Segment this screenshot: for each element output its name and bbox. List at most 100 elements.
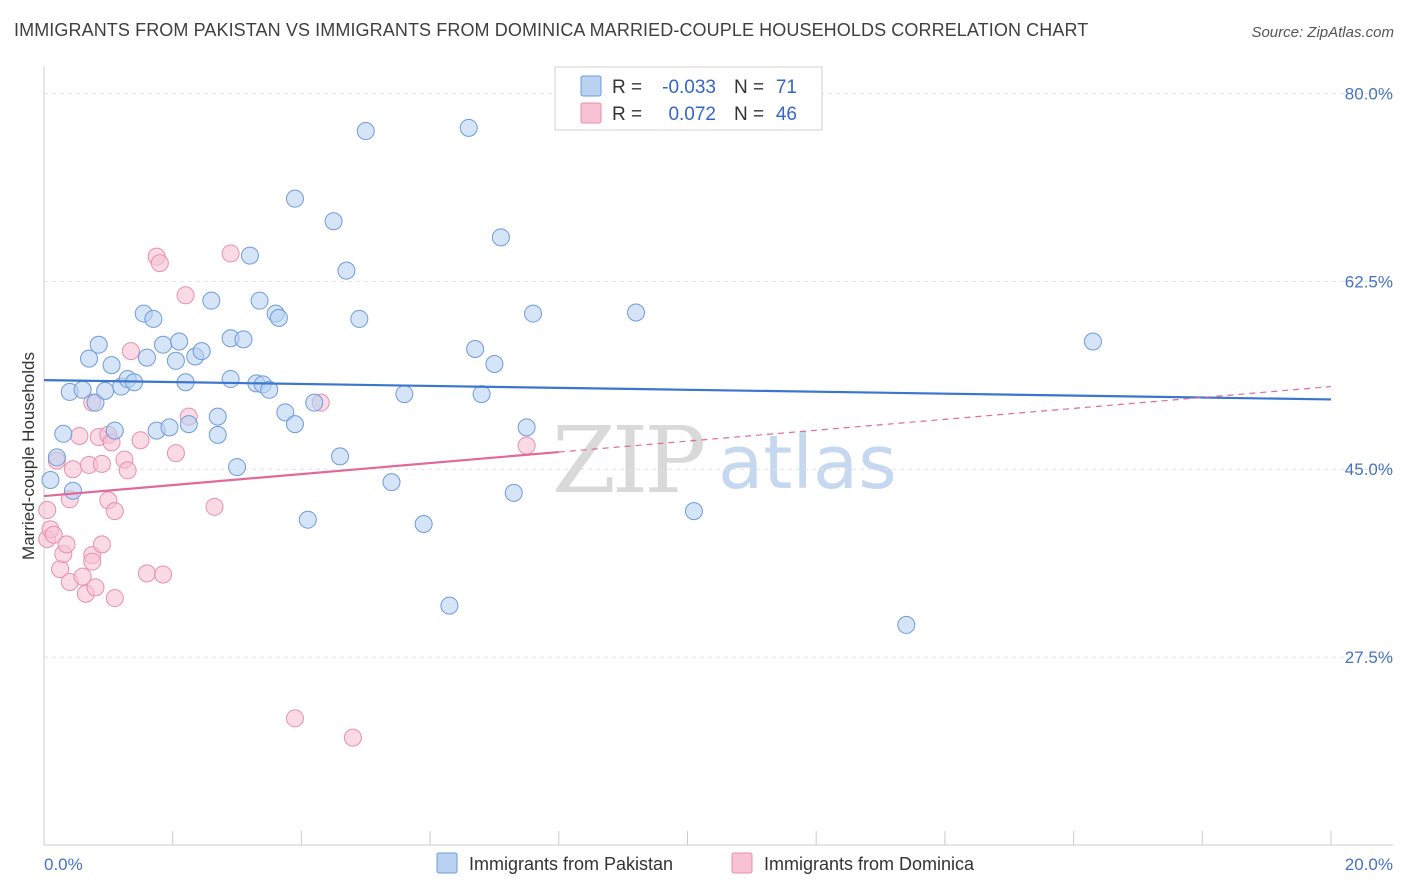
pakistan-point: [472, 385, 491, 404]
watermark-zip: ZIP: [552, 407, 703, 514]
pakistan-point: [137, 348, 156, 367]
dominica-point: [121, 342, 140, 361]
pakistan-point: [89, 335, 108, 354]
legend-swatch-pakistan: [580, 75, 602, 97]
pakistan-point: [459, 118, 478, 137]
pakistan-point: [298, 510, 317, 529]
y-tick-label: 45.0%: [1345, 460, 1393, 479]
dominica-point: [38, 501, 57, 520]
y-tick-label: 80.0%: [1345, 84, 1393, 103]
pakistan-point: [504, 483, 523, 502]
pakistan-point: [179, 415, 198, 434]
pakistan-point: [524, 304, 543, 323]
pakistan-point: [260, 380, 279, 399]
pakistan-point: [234, 330, 253, 349]
watermark: ZIP atlas: [552, 407, 897, 514]
pakistan-point: [250, 291, 269, 310]
dominica-point: [205, 497, 224, 516]
pakistan-point: [440, 596, 459, 615]
pakistan-trend-line: [43, 379, 1332, 401]
dominica-point: [517, 436, 536, 455]
pakistan-point: [305, 393, 324, 412]
legend-swatch-dominica: [580, 102, 602, 124]
pakistan-point: [221, 370, 240, 389]
pakistan-point: [96, 381, 115, 400]
pakistan-point: [154, 335, 173, 354]
y-tick-label: 62.5%: [1345, 272, 1393, 291]
pakistan-point: [202, 291, 221, 310]
series-swatch-dominica: [731, 852, 753, 874]
series-swatch-pakistan: [436, 852, 458, 874]
pakistan-point: [208, 407, 227, 426]
pakistan-point: [350, 309, 369, 328]
dominica-trend-extension: [558, 385, 1332, 453]
dominica-point: [105, 589, 124, 608]
pakistan-point: [228, 458, 247, 477]
pakistan-point: [41, 470, 60, 489]
trend-lines: [43, 379, 1332, 498]
legend-r-value-pakistan: -0.033: [662, 77, 716, 98]
dominica-point: [57, 535, 76, 554]
dominica-point: [86, 578, 105, 597]
pakistan-point: [285, 189, 304, 208]
dominica-point: [92, 454, 111, 473]
dominica-point: [176, 286, 195, 305]
chart-title: IMMIGRANTS FROM PAKISTAN VS IMMIGRANTS F…: [14, 20, 1089, 40]
series-label-pakistan: Immigrants from Pakistan: [469, 854, 673, 874]
dominica-point: [63, 460, 82, 479]
pakistan-point: [491, 228, 510, 247]
y-axis-title: Married-couple Households: [19, 352, 38, 560]
pakistan-point: [102, 356, 121, 375]
dominica-point: [343, 728, 362, 747]
pakistan-point: [331, 447, 350, 466]
pakistan-points: [41, 118, 1102, 634]
pakistan-point: [285, 415, 304, 434]
pakistan-point: [466, 339, 485, 358]
pakistan-point: [80, 349, 99, 368]
legend-r-value-dominica: 0.072: [668, 104, 716, 125]
dominica-point: [92, 535, 111, 554]
y-tick-labels: 27.5% 45.0% 62.5% 80.0%: [1345, 84, 1393, 667]
pakistan-point: [356, 122, 375, 141]
dominica-point: [83, 552, 102, 571]
pakistan-point: [166, 351, 185, 370]
dominica-point: [150, 254, 169, 273]
pakistan-point: [324, 212, 343, 231]
pakistan-point: [47, 448, 66, 467]
pakistan-point: [86, 393, 105, 412]
pakistan-point: [192, 342, 211, 361]
x-tick-label-max: 20.0%: [1345, 855, 1393, 874]
pakistan-point: [395, 385, 414, 404]
watermark-atlas: atlas: [718, 420, 897, 506]
dominica-point: [73, 567, 92, 586]
legend-r-label-dominica: R =: [612, 104, 642, 125]
pakistan-point: [160, 418, 179, 437]
dominica-point: [285, 709, 304, 728]
pakistan-point: [337, 261, 356, 280]
legend-n-label-dominica: N =: [734, 104, 764, 125]
pakistan-point: [105, 421, 124, 440]
series-label-dominica: Immigrants from Dominica: [764, 854, 975, 874]
pakistan-point: [414, 514, 433, 533]
legend-n-label-pakistan: N =: [734, 77, 764, 98]
pakistan-point: [240, 246, 259, 265]
dominica-point: [44, 525, 63, 544]
x-tick-label-min: 0.0%: [44, 855, 83, 874]
pakistan-point: [627, 303, 646, 322]
stats-legend: R = -0.033 N = 71 R = 0.072 N = 46: [554, 66, 823, 131]
dominica-point: [221, 244, 240, 263]
x-tick-labels: 0.0% 20.0%: [44, 855, 1393, 874]
y-tick-label: 27.5%: [1345, 648, 1393, 667]
pakistan-point: [897, 615, 916, 634]
pakistan-point: [73, 380, 92, 399]
series-legend: Immigrants from Pakistan Immigrants from…: [436, 852, 975, 874]
dominica-point: [131, 431, 150, 450]
dominica-point: [154, 565, 173, 584]
source-label: Source: ZipAtlas.com: [1251, 24, 1394, 41]
pakistan-point: [144, 309, 163, 328]
dominica-point: [118, 461, 137, 480]
gridlines: [44, 92, 1393, 658]
pakistan-point: [269, 308, 288, 327]
dominica-trend-line: [43, 450, 559, 498]
